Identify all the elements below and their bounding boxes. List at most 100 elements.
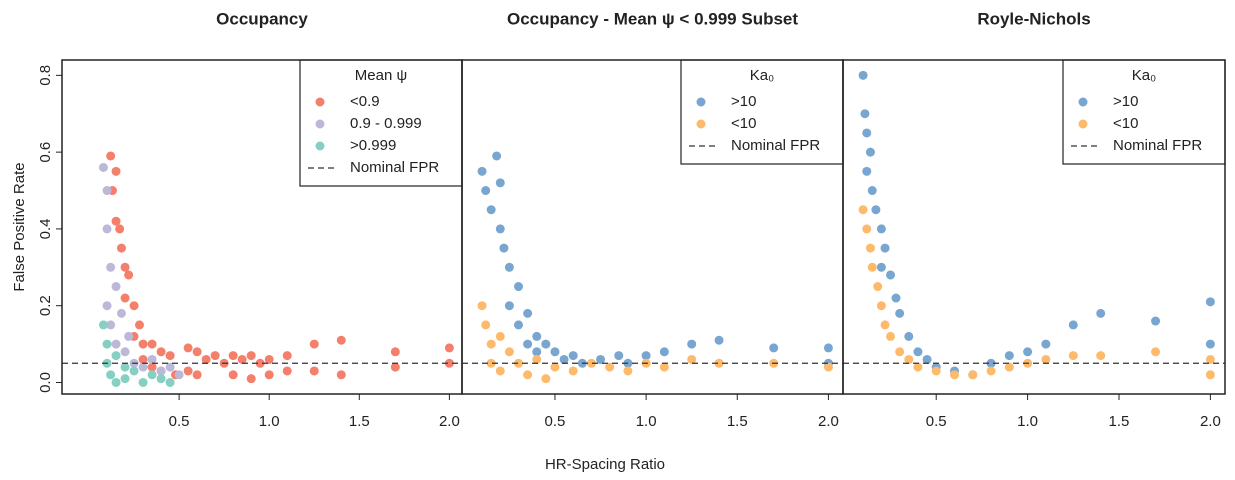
point [862, 224, 872, 234]
point [492, 151, 502, 161]
point [823, 343, 833, 353]
point [156, 347, 166, 357]
point [192, 347, 202, 357]
point [871, 205, 881, 215]
point [687, 354, 697, 364]
point [596, 354, 606, 364]
x-tick-label: 1.5 [727, 413, 748, 430]
point [895, 347, 905, 357]
point [228, 351, 238, 361]
point [255, 358, 265, 368]
chart-title: Occupancy [216, 9, 308, 28]
point [486, 205, 496, 215]
x-tick-label: 0.5 [169, 413, 190, 430]
point [106, 262, 116, 272]
point [550, 362, 560, 372]
point [876, 301, 886, 311]
point [659, 347, 669, 357]
point [523, 370, 533, 380]
plot-frame [842, 59, 1226, 395]
legend-title: Mean ψ [355, 67, 407, 84]
point [523, 339, 533, 349]
point [495, 178, 505, 188]
point [714, 335, 724, 345]
point [486, 358, 496, 368]
legend-marker [315, 119, 325, 129]
point [860, 109, 870, 119]
point [858, 70, 868, 80]
point [210, 351, 220, 361]
point [129, 301, 139, 311]
point [486, 339, 496, 349]
point [931, 366, 941, 376]
point [891, 293, 901, 303]
point [865, 147, 875, 157]
legend-marker [315, 97, 325, 107]
point [495, 331, 505, 341]
x-tick-label: 1.0 [259, 413, 280, 430]
point [904, 331, 914, 341]
point [336, 335, 346, 345]
point [237, 354, 247, 364]
point [986, 366, 996, 376]
x-tick-label: 1.0 [636, 413, 657, 430]
point [264, 354, 274, 364]
legend-marker [315, 141, 325, 151]
point [865, 243, 875, 253]
legend-label: <10 [1113, 115, 1138, 132]
point [1068, 320, 1078, 330]
point [769, 343, 779, 353]
point [111, 351, 121, 361]
point [1151, 316, 1161, 326]
legend-marker [1078, 97, 1088, 107]
point [183, 343, 193, 353]
point [514, 358, 524, 368]
x-tick-label: 2.0 [1200, 413, 1221, 430]
point [514, 320, 524, 330]
point [192, 370, 202, 380]
point [1004, 362, 1014, 372]
point [98, 320, 108, 330]
point [986, 358, 996, 368]
y-tick-label: 0.2 [37, 295, 54, 316]
point [102, 224, 112, 234]
point [174, 370, 184, 380]
point [246, 351, 256, 361]
point [165, 351, 175, 361]
point [641, 351, 651, 361]
point [880, 320, 890, 330]
legend-label: <0.9 [350, 93, 380, 110]
point [886, 331, 896, 341]
point [444, 343, 454, 353]
x-tick-label: 0.5 [926, 413, 947, 430]
point [495, 224, 505, 234]
point [336, 370, 346, 380]
point [1151, 347, 1161, 357]
legend-label: >10 [731, 93, 756, 110]
point [390, 362, 400, 372]
point [541, 339, 551, 349]
point [165, 362, 175, 372]
point [886, 270, 896, 280]
point [129, 366, 139, 376]
point [1041, 354, 1051, 364]
point [922, 354, 932, 364]
point [282, 351, 292, 361]
y-tick-label: 0.0 [37, 372, 54, 393]
x-axis-label: HR-Spacing Ratio [545, 456, 665, 473]
chart-title: Royle-Nichols [977, 9, 1090, 28]
legend-label: Nominal FPR [350, 159, 439, 176]
point [532, 354, 542, 364]
point [444, 358, 454, 368]
point [623, 366, 633, 376]
point [913, 347, 923, 357]
point [499, 243, 509, 253]
point [138, 339, 148, 349]
point [120, 374, 130, 384]
point [102, 339, 112, 349]
point [532, 347, 542, 357]
point [714, 358, 724, 368]
point [111, 282, 121, 292]
point [246, 374, 256, 384]
